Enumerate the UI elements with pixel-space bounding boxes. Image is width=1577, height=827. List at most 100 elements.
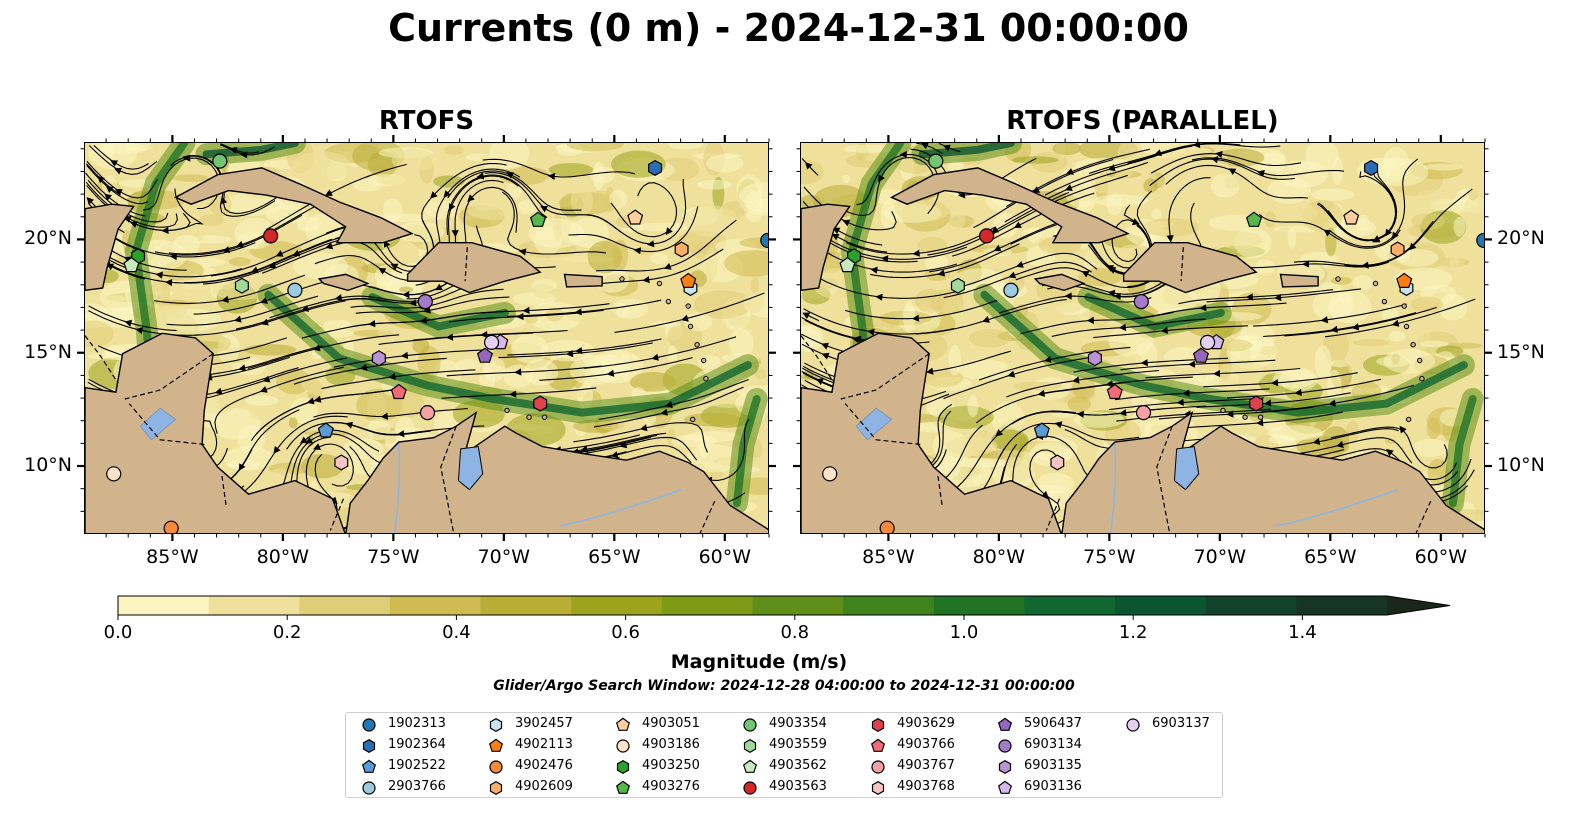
streamline-arrow <box>802 312 811 319</box>
land-island <box>1335 276 1341 282</box>
x-tick-label: 85°W <box>862 546 915 568</box>
legend-label: 4903562 <box>769 758 827 773</box>
x-tick-label: 80°W <box>972 546 1026 568</box>
lake-nicaragua <box>139 407 177 441</box>
streamline-arrow <box>522 306 530 314</box>
current-magnitude-patch <box>903 301 916 333</box>
legend-6903137-marker <box>1126 718 1140 732</box>
legend-label: 4903051 <box>642 716 700 731</box>
country-border <box>801 335 835 384</box>
current-magnitude-patch <box>1305 143 1339 173</box>
legend-label: 4903767 <box>897 758 955 773</box>
streamline <box>454 303 610 317</box>
streamline-arrow <box>663 263 672 270</box>
streamline <box>265 163 407 231</box>
streamline <box>1127 143 1281 164</box>
country-border <box>840 353 930 400</box>
streamline-arrow <box>165 278 173 287</box>
current-magnitude-patch <box>1218 154 1229 177</box>
lake-maracaibo <box>1173 446 1200 491</box>
current-magnitude-patch <box>957 359 1011 380</box>
streamline-arrow <box>518 248 527 256</box>
current-magnitude-patch <box>1346 420 1359 444</box>
streamline-arrow <box>1105 380 1114 388</box>
platform-6903134-marker <box>1133 294 1149 310</box>
streamline <box>333 349 489 368</box>
land-island <box>690 416 696 423</box>
platform-4903767-marker <box>419 405 436 421</box>
streamline <box>943 356 1093 400</box>
streamline-arrow <box>1032 186 1041 193</box>
current-magnitude-patch <box>914 288 946 313</box>
legend-marker-4903276 <box>615 780 631 794</box>
legend-4903563-marker <box>743 781 757 795</box>
current-magnitude-patch <box>609 189 628 209</box>
current-magnitude-patch <box>705 247 718 281</box>
legend-item-6903134: 6903134 <box>996 735 1121 755</box>
current-magnitude-patch <box>630 372 676 392</box>
streamline <box>293 357 447 385</box>
streamline <box>586 178 687 245</box>
legend-marker-6903136 <box>997 780 1013 794</box>
streamline-arrow <box>250 266 259 274</box>
streamline <box>1261 384 1415 413</box>
colorbar-tick-label: 0.8 <box>780 622 810 643</box>
streamline <box>1145 367 1301 379</box>
streamline-arrow <box>1016 261 1024 268</box>
streamline-arrow <box>821 352 830 360</box>
streamline <box>247 334 400 370</box>
current-magnitude-patch <box>244 344 297 356</box>
current-magnitude-patch <box>1423 163 1463 171</box>
streamline-arrow <box>1274 293 1282 302</box>
streamline-arrow <box>220 196 228 205</box>
streamline <box>447 170 582 211</box>
streamline <box>1093 325 1248 339</box>
current-magnitude-patch <box>1391 353 1400 365</box>
current-magnitude-patch <box>223 446 274 471</box>
legend-marker-4902609 <box>489 781 503 795</box>
streamline-arrow <box>1081 271 1090 278</box>
streamline-arrow <box>240 151 248 159</box>
legend-marker-6903137 <box>1126 718 1140 732</box>
streamline <box>938 143 961 153</box>
streamline-arrow <box>943 144 951 152</box>
streamline-arrow <box>419 316 428 324</box>
current-magnitude-patch <box>1419 340 1449 348</box>
platform-4903563-marker <box>263 228 279 244</box>
current-magnitude-patch <box>285 444 318 453</box>
current-magnitude-patch <box>1322 426 1350 454</box>
map-panel-rtofs <box>84 142 769 534</box>
platform-4903768-marker <box>334 454 349 471</box>
streamline <box>482 158 635 178</box>
streamline-arrow <box>1408 242 1417 251</box>
platform-5906437-marker <box>1192 347 1210 363</box>
streamline-arrow <box>926 367 934 375</box>
land-island <box>1403 323 1410 330</box>
y-tick-label: 20°N <box>24 227 72 250</box>
legend-label: 4902476 <box>515 758 573 773</box>
legend-label: 4903629 <box>897 716 955 731</box>
streamline-arrow <box>275 250 284 257</box>
streamline-arrow <box>273 446 281 454</box>
streamline-arrow <box>313 344 321 352</box>
legend-item-4903354: 4903354 <box>741 714 866 734</box>
streamline <box>1328 158 1419 248</box>
current-magnitude-patch <box>742 143 754 168</box>
colorbar-tick-label: 1.4 <box>1288 622 1317 643</box>
streamline-arrow <box>110 160 118 167</box>
map-panel-rtofs-parallel <box>800 142 1485 534</box>
streamline <box>1293 220 1434 266</box>
streamline <box>929 217 1075 273</box>
streamline <box>943 261 1092 299</box>
streamline <box>203 237 351 285</box>
streamline <box>801 158 819 176</box>
current-magnitude-patch <box>570 185 593 216</box>
streamline-arrow <box>1320 316 1329 324</box>
legend-1902313-marker <box>362 718 376 732</box>
streamline <box>844 299 998 320</box>
legend-4903767-marker <box>871 760 885 774</box>
streamline <box>1234 261 1389 269</box>
colorbar-segment <box>208 596 300 615</box>
streamline <box>168 206 315 255</box>
current-magnitude-patch <box>1287 228 1297 249</box>
